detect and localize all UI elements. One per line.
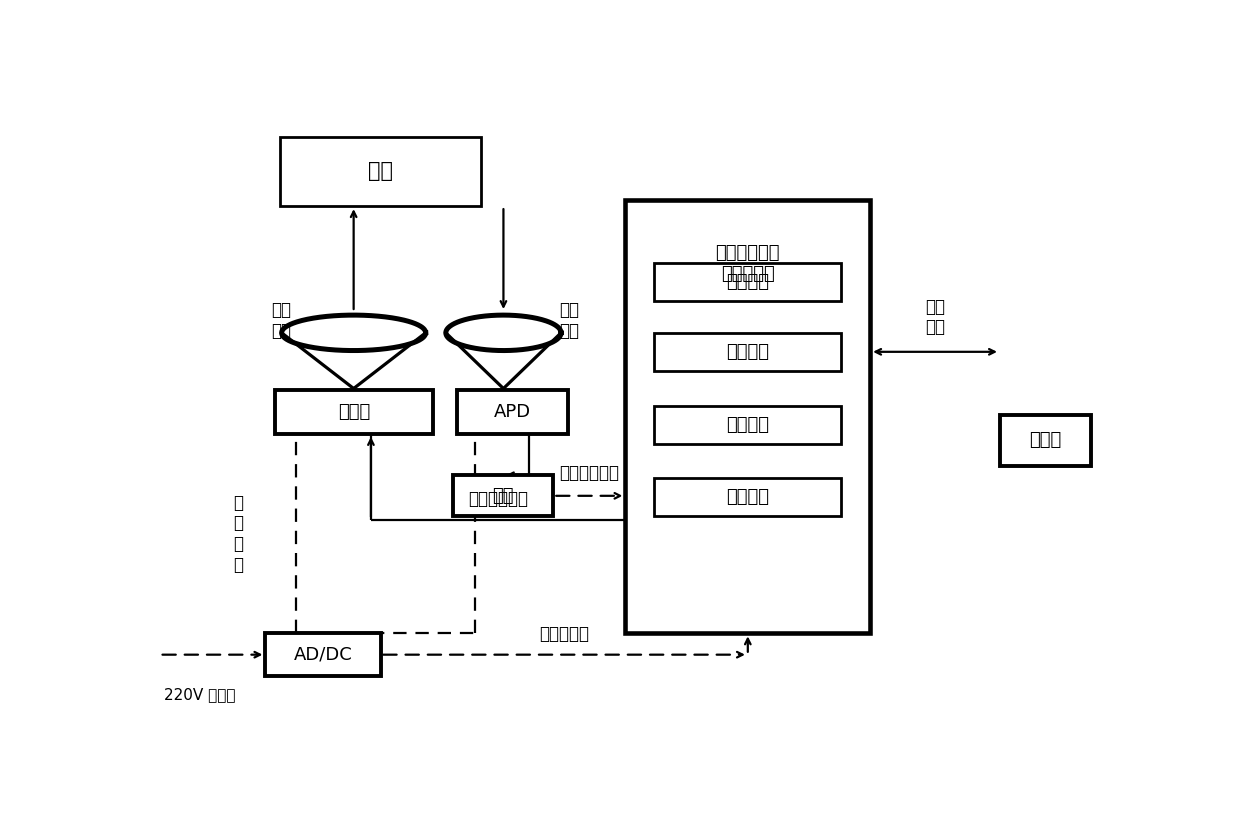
Text: 后向散射信号: 后向散射信号 (559, 464, 620, 482)
Bar (654, 263, 841, 301)
Text: 滤波: 滤波 (492, 487, 514, 505)
Text: 回波
信号: 回波 信号 (559, 301, 579, 339)
Text: 同步脉冲控制: 同步脉冲控制 (468, 490, 528, 508)
Text: 直
流
供
电: 直 流 供 电 (233, 493, 243, 574)
Text: 数据存储: 数据存储 (726, 416, 769, 433)
Text: AD/DC: AD/DC (294, 645, 352, 663)
Bar (265, 634, 380, 676)
Bar (275, 390, 434, 434)
Text: 信号处理: 信号处理 (726, 273, 769, 291)
Text: 系统测控和信
号处理主板: 系统测控和信 号处理主板 (716, 244, 781, 283)
Bar (452, 475, 554, 516)
Text: 激光器: 激光器 (338, 403, 370, 421)
Text: 云层: 云层 (368, 161, 393, 182)
Bar (626, 200, 870, 634)
Bar (457, 390, 567, 434)
Bar (654, 478, 841, 516)
Text: APD: APD (494, 403, 532, 421)
Text: 系统控制: 系统控制 (726, 343, 769, 361)
Text: 激光
脉冲: 激光 脉冲 (271, 301, 291, 339)
Text: 上位机: 上位机 (1030, 432, 1062, 450)
Text: 数据上传: 数据上传 (726, 488, 769, 506)
Bar (654, 405, 841, 444)
Bar (654, 333, 841, 371)
Text: 220V 交流电: 220V 交流电 (165, 687, 235, 702)
Bar (280, 136, 481, 206)
Bar (1000, 415, 1092, 466)
Text: 稳压直流电: 稳压直流电 (539, 626, 590, 644)
Text: 数据
端口: 数据 端口 (926, 298, 945, 336)
